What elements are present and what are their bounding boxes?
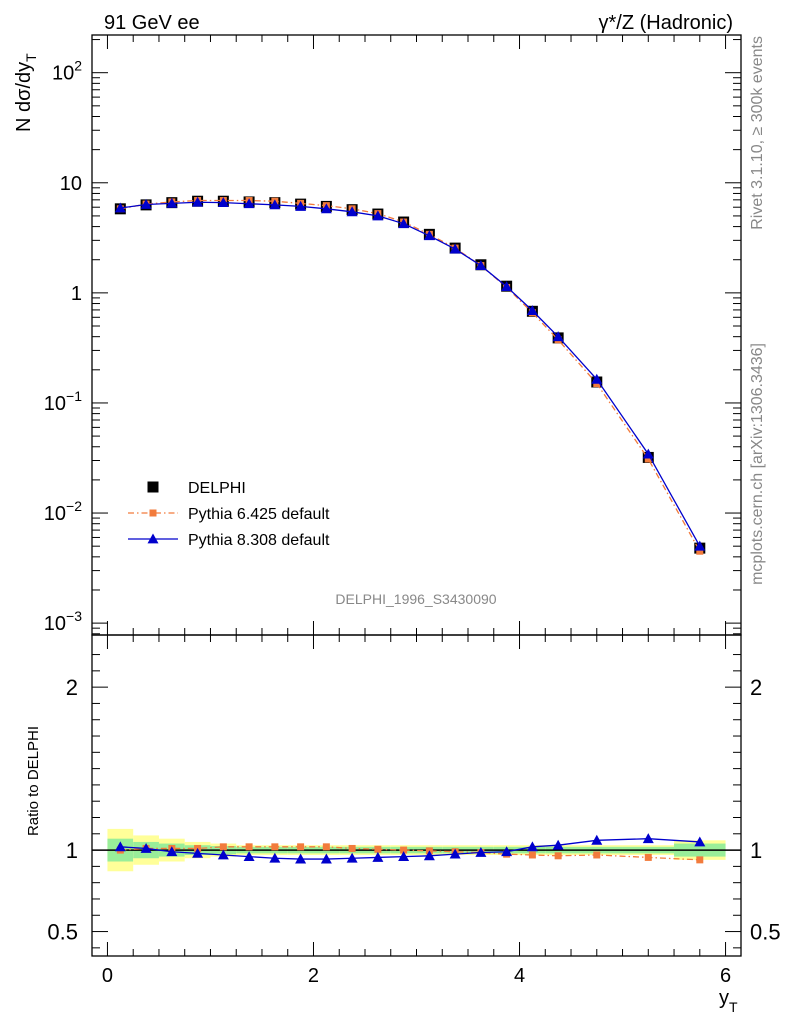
pythia8-ratio-point xyxy=(243,851,255,862)
ratio-y-tick-label-right: 1 xyxy=(750,838,762,863)
main-y-tick-label: 10 xyxy=(60,173,82,195)
pythia6-point xyxy=(696,547,704,555)
pythia6-ratio-point xyxy=(271,843,279,851)
x-tick-label: 0 xyxy=(102,965,113,987)
pythia8-point xyxy=(269,199,281,210)
x-tick-label: 2 xyxy=(308,965,319,987)
ratio-y-tick-label-left: 2 xyxy=(66,675,78,700)
pythia8-ratio-point xyxy=(501,846,513,857)
pythia8-ratio-point xyxy=(166,846,178,857)
pythia8-ratio-point xyxy=(346,852,358,863)
pythia8-point xyxy=(372,210,384,221)
legend-label: Pythia 8.308 default xyxy=(188,532,330,549)
pythia8-point xyxy=(243,198,255,209)
side-label-bottom: mcplots.cern.ch [arXiv:1306.3436] xyxy=(749,343,766,585)
x-label-text: y xyxy=(719,987,729,1009)
pythia8-point xyxy=(295,200,307,211)
main-y-tick-label: 1 xyxy=(71,283,82,305)
x-label: yT xyxy=(719,987,738,1015)
pythia6-ratio-point xyxy=(245,843,253,851)
pythia6-ratio-point xyxy=(348,844,356,852)
watermark: DELPHI_1996_S3430090 xyxy=(335,591,496,607)
pythia8-ratio-point xyxy=(192,847,204,858)
pythia8-ratio-point xyxy=(423,850,435,861)
main-plot-data xyxy=(114,195,706,555)
pythia8-ratio-point xyxy=(552,839,564,850)
pythia8-point xyxy=(642,448,654,459)
main-y-label-text: N dσ/dy xyxy=(13,62,35,132)
pythia8-point xyxy=(346,206,358,217)
pythia6-ratio-point xyxy=(696,856,704,864)
pythia6-ratio-point xyxy=(554,852,562,860)
pythia8-ratio-point xyxy=(475,847,487,857)
legend-label: DELPHI xyxy=(188,480,246,497)
pythia8-ratio-point xyxy=(526,841,538,852)
header-left: 91 GeV ee xyxy=(104,12,200,34)
pythia8-point xyxy=(398,218,410,229)
pythia8-ratio-point xyxy=(398,851,410,862)
pythia8-point xyxy=(694,540,706,551)
pythia6-ratio-point xyxy=(528,851,536,859)
side-label-top: Rivet 3.1.10, ≥ 300k events xyxy=(749,36,766,230)
pythia8-point xyxy=(217,197,229,208)
pythia8-ratio-point xyxy=(140,842,152,853)
legend-marker-square xyxy=(149,509,157,517)
pythia6-ratio-point xyxy=(593,851,601,859)
pythia6-ratio-point xyxy=(322,843,330,851)
x-tick-label: 4 xyxy=(514,965,525,987)
legend-label: Pythia 6.425 default xyxy=(188,506,330,523)
main-y-tick-label: 10−2 xyxy=(44,498,82,525)
main-y-tick-label: 10−3 xyxy=(44,608,82,635)
pythia8-point xyxy=(475,260,487,270)
pythia8-ratio-point xyxy=(217,849,229,860)
pythia8-point xyxy=(501,281,513,292)
x-tick-label: 6 xyxy=(720,965,731,987)
pythia8-point xyxy=(320,203,332,214)
pythia8-point xyxy=(423,230,435,241)
ratio-y-tick-label-right: 0.5 xyxy=(750,920,781,945)
main-y-tick-label: 102 xyxy=(52,58,82,85)
header-right: γ*/Z (Hadronic) xyxy=(599,12,733,34)
pythia6-line xyxy=(120,199,701,552)
pythia6-ratio-point xyxy=(297,843,305,851)
pythia6-ratio-point xyxy=(219,843,227,851)
pythia8-ratio-point xyxy=(694,836,706,847)
pythia8-point xyxy=(552,331,564,342)
pythia6-ratio-point xyxy=(374,845,382,853)
ratio-y-tick-label-left: 0.5 xyxy=(47,920,78,945)
main-y-label: N dσ/dyT xyxy=(13,53,39,132)
pythia8-ratio-point xyxy=(372,851,384,862)
pythia6-ratio-point xyxy=(400,846,408,854)
pythia8-point xyxy=(140,198,152,209)
pythia8-point xyxy=(449,243,461,254)
pythia6-point xyxy=(644,455,652,463)
pythia8-point xyxy=(192,196,204,207)
pythia8-ratio-point xyxy=(114,841,126,852)
pythia8-ratio-point xyxy=(449,848,461,859)
ratio-y-tick-label-right: 2 xyxy=(750,675,762,700)
legend-marker-square xyxy=(147,481,159,493)
pythia8-ratio-point xyxy=(269,852,281,863)
ratio-y-tick-label-left: 1 xyxy=(66,838,78,863)
main-y-tick-label: 10−1 xyxy=(44,388,82,415)
pythia8-point xyxy=(114,202,126,213)
ratio-y-label: Ratio to DELPHI xyxy=(25,726,42,836)
ratio-frame xyxy=(91,634,742,957)
ratio-plot-data xyxy=(92,833,741,864)
pythia8-point xyxy=(526,305,538,316)
main-y-label-sub: T xyxy=(23,53,39,62)
pythia8-point xyxy=(591,373,603,384)
pythia8-point xyxy=(166,197,178,208)
pythia6-ratio-point xyxy=(644,853,652,861)
pythia8-ratio-point xyxy=(295,853,307,864)
pythia8-ratio-point xyxy=(591,834,603,845)
pythia8-ratio-point xyxy=(642,833,654,844)
axes: 0 2 4 6 10−3 10−2 10−1 1 10 102 0.5 0.5 1 1 2 2 xyxy=(44,34,781,987)
legend-marker-triangle xyxy=(147,533,159,544)
pythia8-ratio-point xyxy=(320,853,332,864)
legend: DELPHI Pythia 6.425 default Pythia 8.308 d… xyxy=(128,480,330,549)
x-label-sub: T xyxy=(729,999,738,1015)
